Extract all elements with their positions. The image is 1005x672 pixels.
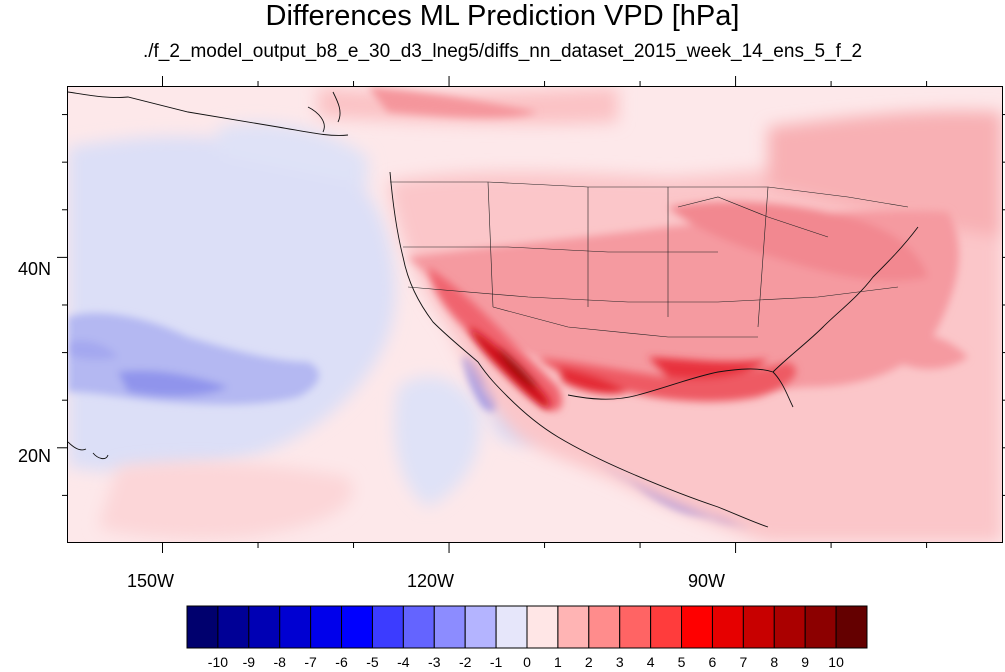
colorbar-swatch [371, 605, 404, 649]
colorbar-swatch [186, 605, 219, 649]
colorbar-label: 10 [828, 654, 844, 670]
colorbar-label: 8 [770, 654, 779, 670]
coastlines [68, 91, 919, 528]
vpd-difference-map [68, 87, 1002, 542]
colorbar-swatch [681, 605, 713, 649]
lat-label-40n: 40N [18, 259, 52, 279]
colorbar-swatch [773, 605, 806, 649]
colorbar-label: -3 [428, 654, 441, 670]
colorbar-label: 2 [584, 654, 593, 670]
colorbar-label: -8 [273, 654, 286, 670]
colorbar-label: -9 [242, 654, 256, 670]
colorbar-swatch [557, 605, 590, 649]
colorbar-label: -6 [335, 654, 348, 670]
colorbar [186, 605, 868, 649]
lon-label-120w: 120W [407, 571, 455, 591]
positive-anomaly-peak [468, 327, 550, 409]
colorbar-label: 5 [677, 654, 686, 670]
colorbar-swatch [526, 605, 559, 649]
colorbar-swatch [310, 605, 343, 649]
positive-anomaly-medium [368, 87, 968, 389]
colorbar-swatch [341, 605, 373, 649]
colorbar-swatch [650, 605, 683, 649]
colorbar-label: -1 [489, 654, 503, 670]
positive-anomaly-strong [428, 267, 797, 411]
lat-label-20n: 20N [18, 446, 52, 466]
colorbar-label: 3 [615, 654, 624, 670]
lon-label-150w: 150W [127, 571, 175, 591]
map-subtitle: ./f_2_model_output_b8_e_30_d3_lneg5/diff… [142, 41, 863, 62]
colorbar-swatch [433, 605, 466, 649]
colorbar-label: 1 [554, 654, 562, 670]
colorbar-label: -2 [458, 654, 472, 670]
colorbar-label: 7 [739, 654, 748, 670]
colorbar-label: 0 [523, 654, 531, 670]
colorbar-label: -4 [397, 654, 410, 670]
colorbar-label: -7 [304, 654, 317, 670]
colorbar-label: 6 [708, 654, 717, 670]
colorbar-swatch [742, 605, 775, 649]
colorbar-swatch [619, 605, 652, 649]
colorbar-swatch [464, 605, 497, 649]
map-panel [67, 86, 1003, 543]
colorbar-swatch [804, 605, 837, 649]
state-borders [390, 181, 909, 338]
colorbar-swatch [835, 605, 868, 649]
colorbar-swatch [217, 605, 250, 649]
colorbar-swatch [248, 605, 281, 649]
colorbar-label: -5 [366, 654, 379, 670]
colorbar-label: 9 [801, 654, 810, 670]
colorbar-swatch [495, 605, 528, 649]
colorbar-swatch [402, 605, 435, 649]
colorbar-label: -10 [207, 654, 229, 670]
colorbar-label: 4 [646, 654, 655, 670]
colorbar-swatch [588, 605, 621, 649]
map-title: Differences ML Prediction VPD [hPa] [265, 0, 740, 32]
colorbar-swatch [279, 605, 312, 649]
lon-label-90w: 90W [688, 571, 726, 591]
colorbar-swatch [711, 605, 744, 649]
